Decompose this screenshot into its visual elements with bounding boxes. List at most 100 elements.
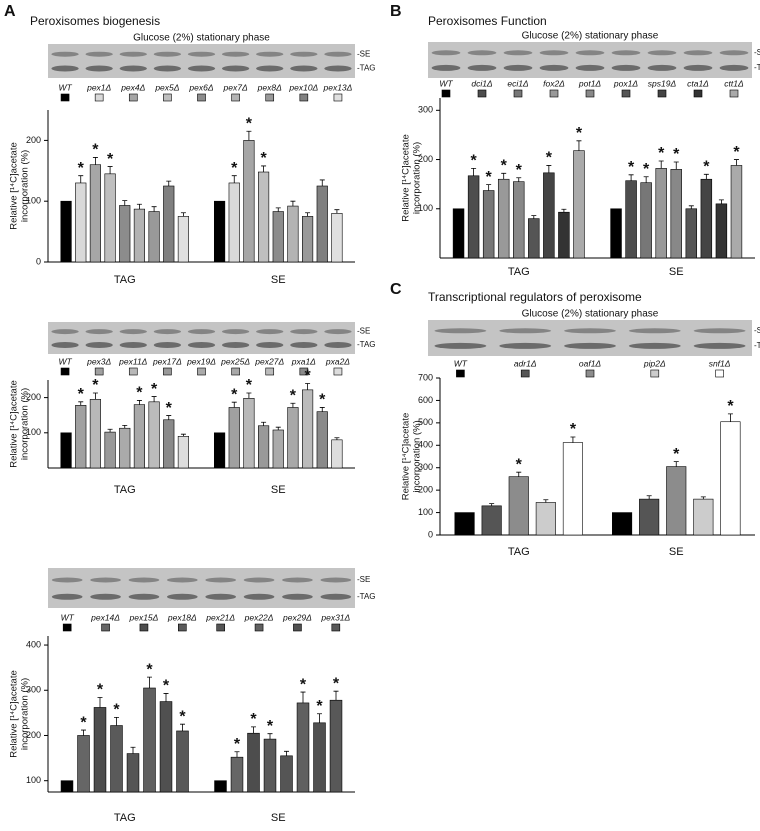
significance-marker: *: [146, 661, 153, 678]
x-category-label: TAG: [508, 546, 530, 558]
bar: [296, 702, 310, 793]
blot-band: [647, 50, 677, 56]
bar: [730, 165, 743, 259]
bar: [655, 168, 667, 259]
bar: [89, 399, 101, 469]
legend-label: oaf1Δ: [579, 358, 602, 368]
y-tick-label: 400: [26, 639, 41, 649]
bar: [528, 218, 540, 259]
blot-band: [503, 64, 533, 71]
significance-marker: *: [703, 159, 710, 176]
y-tick-label: 100: [26, 775, 41, 785]
error-bar: [130, 746, 136, 754]
legend-swatch: [216, 623, 225, 632]
significance-marker: *: [92, 142, 99, 159]
blot-band: [282, 593, 313, 600]
legend-label: pex3Δ: [86, 356, 111, 366]
bar: [513, 181, 525, 259]
error-bar: [319, 407, 325, 412]
blot-lane-label: -SE: [754, 326, 760, 335]
significance-marker: *: [300, 676, 307, 693]
y-axis-title: Relative [¹⁴C]acetate incorporation (%): [9, 380, 31, 468]
bar: [280, 755, 293, 793]
bar: [230, 756, 244, 793]
significance-marker: *: [570, 421, 577, 438]
bar: [612, 512, 633, 536]
legend-label: pex18Δ: [167, 612, 197, 622]
legend-swatch: [94, 93, 104, 102]
bar: [639, 498, 660, 536]
bar: [313, 722, 326, 793]
legend-label: pex17Δ: [152, 356, 182, 366]
legend-swatch: [178, 623, 187, 632]
significance-marker: *: [470, 153, 477, 170]
bar: [467, 175, 480, 259]
significance-marker: *: [246, 377, 253, 394]
blot-image: [428, 42, 752, 78]
significance-marker: *: [92, 377, 99, 394]
legend-label: pxa1Δ: [291, 356, 316, 366]
legend-swatch: [231, 93, 240, 102]
legend-label: pex1Δ: [86, 82, 111, 92]
error-bar: [180, 212, 186, 217]
legend-swatch: [456, 369, 465, 378]
bar: [176, 730, 189, 793]
blot-band: [128, 593, 160, 600]
blot-band: [434, 328, 487, 334]
significance-marker: *: [628, 159, 635, 176]
legend-label: pex29Δ: [282, 612, 312, 622]
legend-swatch: [333, 93, 343, 102]
error-bar: [733, 159, 739, 166]
legend-swatch: [94, 367, 104, 376]
blot-band: [564, 328, 616, 334]
bar: [452, 208, 465, 259]
y-tick-label: 100: [26, 427, 41, 437]
significance-marker: *: [316, 698, 323, 715]
bar: [700, 178, 713, 259]
bar: [159, 701, 173, 793]
legend-label: WT: [61, 612, 75, 622]
error-bar: [180, 723, 186, 731]
blot-band: [539, 64, 569, 71]
blot-band: [431, 50, 461, 56]
bar: [89, 164, 101, 263]
bar: [535, 502, 556, 536]
significance-marker: *: [107, 151, 114, 168]
x-category-label: SE: [271, 274, 286, 286]
error-bar: [231, 175, 237, 183]
error-bar: [290, 402, 296, 408]
error-bar: [300, 691, 306, 703]
bar: [573, 150, 585, 259]
legend-swatch: [128, 367, 138, 376]
blot-band: [85, 65, 113, 72]
legend-swatch: [299, 367, 309, 376]
blot-band: [434, 342, 487, 349]
legend-swatch: [477, 89, 487, 98]
blot-lane-label: -TAG: [754, 63, 760, 72]
y-tick-label: 400: [418, 440, 433, 450]
blot-band: [256, 65, 284, 72]
legend-swatch: [139, 623, 149, 632]
significance-marker: *: [78, 160, 85, 177]
bar: [213, 432, 226, 469]
legend-swatch: [657, 89, 667, 98]
error-bar: [136, 400, 142, 405]
blot-band: [85, 342, 113, 349]
blot-band: [243, 593, 275, 600]
y-axis-title-line: incorporation (%): [412, 420, 423, 492]
blot-image: [48, 322, 355, 354]
y-axis-title-line: incorporation (%): [20, 678, 31, 750]
blot-band: [611, 50, 641, 56]
blot-band: [205, 577, 237, 583]
error-bar: [486, 184, 492, 191]
blot-band: [119, 329, 147, 335]
blot-lane-label: -SE: [357, 575, 370, 584]
blot-band: [719, 64, 749, 71]
bar: [177, 436, 190, 469]
y-tick-label: 200: [26, 392, 41, 402]
y-tick-label: 0: [428, 529, 433, 539]
y-tick-label: 200: [26, 135, 41, 145]
error-bar: [531, 215, 537, 219]
legend-label: pex13Δ: [323, 82, 353, 92]
blot-band: [51, 577, 83, 583]
